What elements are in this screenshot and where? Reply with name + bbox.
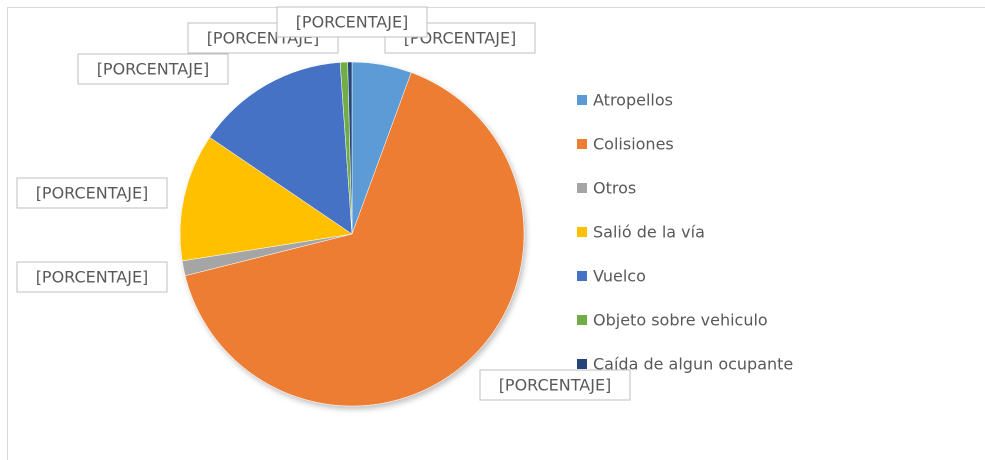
- pie-slice: [209, 62, 353, 235]
- legend-label: Otros: [593, 179, 636, 198]
- data-label: [PORCENTAJE]: [36, 268, 149, 287]
- data-label: [PORCENTAJE]: [36, 184, 149, 203]
- pie: [179, 61, 525, 407]
- legend-label: Atropellos: [593, 91, 673, 110]
- legend-swatch: [577, 271, 587, 281]
- legend: Atropellos Colisiones Otros Salió de la vía…: [577, 91, 793, 374]
- data-label-box: [16, 177, 168, 209]
- legend-label: Vuelco: [593, 267, 646, 286]
- data-label-box: [16, 261, 168, 293]
- data-label: [PORCENTAJE]: [404, 29, 517, 48]
- pie-slice: [347, 61, 353, 235]
- legend-swatch: [577, 315, 587, 325]
- legend-swatch: [577, 359, 587, 369]
- legend-swatch: [577, 139, 587, 149]
- pie-slice: [179, 136, 353, 262]
- data-label-box: [276, 6, 428, 38]
- pie-slice: [184, 72, 525, 407]
- legend-label: Objeto sobre vehiculo: [593, 311, 768, 330]
- data-label: [PORCENTAJE]: [296, 13, 409, 32]
- legend-label: Colisiones: [593, 135, 674, 154]
- legend-swatch: [577, 95, 587, 105]
- data-label: [PORCENTAJE]: [499, 376, 612, 395]
- legend-label: Salió de la vía: [593, 223, 705, 242]
- data-labels: [PORCENTAJE][PORCENTAJE][PORCENTAJE][POR…: [16, 6, 631, 401]
- data-label: [PORCENTAJE]: [97, 60, 210, 79]
- data-label-box: [77, 53, 229, 85]
- legend-label: Caída de algun ocupante: [593, 355, 793, 374]
- legend-swatch: [577, 227, 587, 237]
- data-label-box: [479, 369, 631, 401]
- legend-swatch: [577, 183, 587, 193]
